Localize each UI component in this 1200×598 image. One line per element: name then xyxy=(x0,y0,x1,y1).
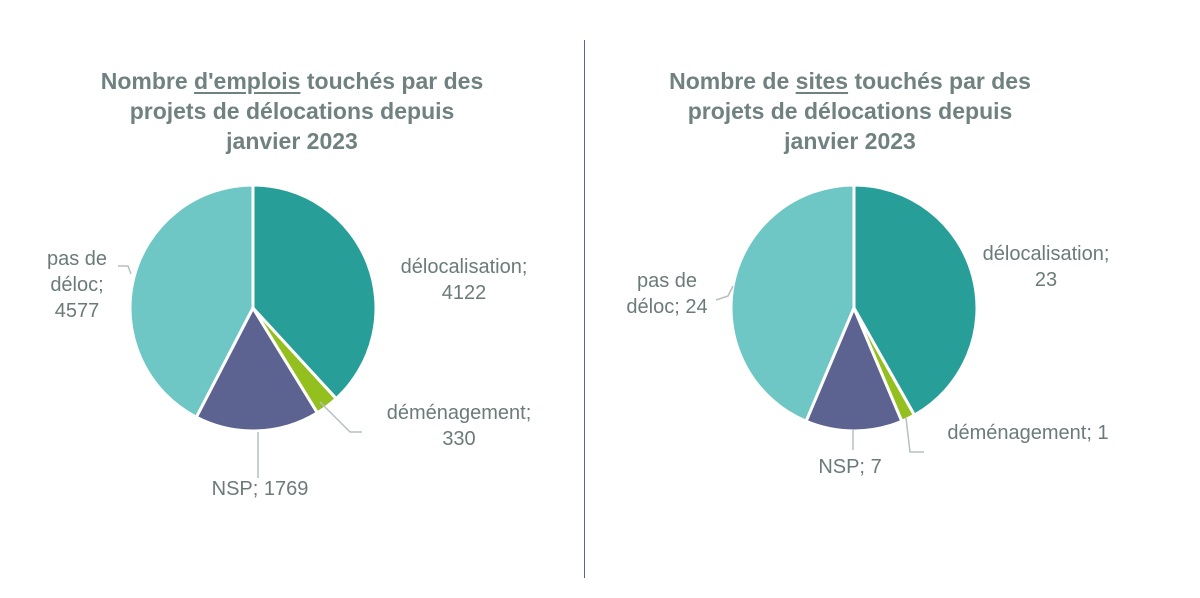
pie-slice xyxy=(251,183,378,401)
label-value: 330 xyxy=(442,428,476,450)
label-value: 1 xyxy=(1097,422,1109,444)
title-underlined: d'emplois xyxy=(194,68,301,94)
leader-line-demenagement-1 xyxy=(319,401,362,433)
divider-line xyxy=(584,40,585,578)
data-label-pas-de-deloc: pas de déloc; 24 xyxy=(612,268,722,320)
title-text: touchés par des xyxy=(848,68,1031,94)
data-label-pas-de-deloc: pas de déloc; 4577 xyxy=(36,246,118,324)
label-name: NSP; xyxy=(818,456,865,478)
data-label-delocalisation: délocalisation; 23 xyxy=(966,241,1126,293)
label-name: déménagement; xyxy=(386,402,532,424)
chart-title-emplois: Nombre d'emplois touchés par des projets… xyxy=(52,66,532,156)
label-value: 23 xyxy=(1034,269,1058,291)
data-label-demenagement: déménagement; 330 xyxy=(364,400,554,452)
leader-line-pas-de-deloc-2 xyxy=(715,285,734,301)
title-text: projets de délocations depuis xyxy=(687,98,1013,124)
label-value: 4122 xyxy=(441,282,487,304)
title-text: Nombre de xyxy=(669,68,796,94)
title-text: touchés par des xyxy=(300,68,484,94)
title-text: janvier 2023 xyxy=(784,128,916,154)
label-name: délocalisation; xyxy=(400,256,528,278)
label-value: 24 xyxy=(685,296,708,318)
pie-slice xyxy=(194,306,319,433)
label-name: déménagement; xyxy=(947,422,1092,444)
leader-line-pas-de-deloc-1 xyxy=(118,265,132,275)
data-label-nsp: NSP; 1769 xyxy=(190,476,330,502)
label-name: NSP; xyxy=(211,478,259,500)
label-value: 4577 xyxy=(54,300,100,322)
leader-lines xyxy=(118,265,924,478)
leader-line-demenagement-2 xyxy=(905,417,924,453)
pie-slice xyxy=(852,183,979,417)
title-text: Nombre xyxy=(100,68,195,94)
label-value: 7 xyxy=(870,456,882,478)
title-text: projets de délocations depuis xyxy=(129,98,455,124)
data-label-delocalisation: délocalisation; 4122 xyxy=(384,254,544,306)
label-name: pas de déloc; xyxy=(626,270,698,318)
label-name: délocalisation; xyxy=(982,243,1110,265)
label-value: 1769 xyxy=(263,478,309,500)
data-label-nsp: NSP; 7 xyxy=(790,454,910,480)
chart-title-sites: Nombre de sites touchés par des projets … xyxy=(610,66,1090,156)
label-name: pas de déloc; xyxy=(46,248,108,296)
title-underlined: sites xyxy=(795,68,849,94)
pie-slice xyxy=(729,183,856,423)
title-text: janvier 2023 xyxy=(226,128,358,154)
pie-slice xyxy=(804,306,904,433)
data-label-demenagement: déménagement; 1 xyxy=(928,420,1128,446)
pie-slice xyxy=(128,183,255,419)
